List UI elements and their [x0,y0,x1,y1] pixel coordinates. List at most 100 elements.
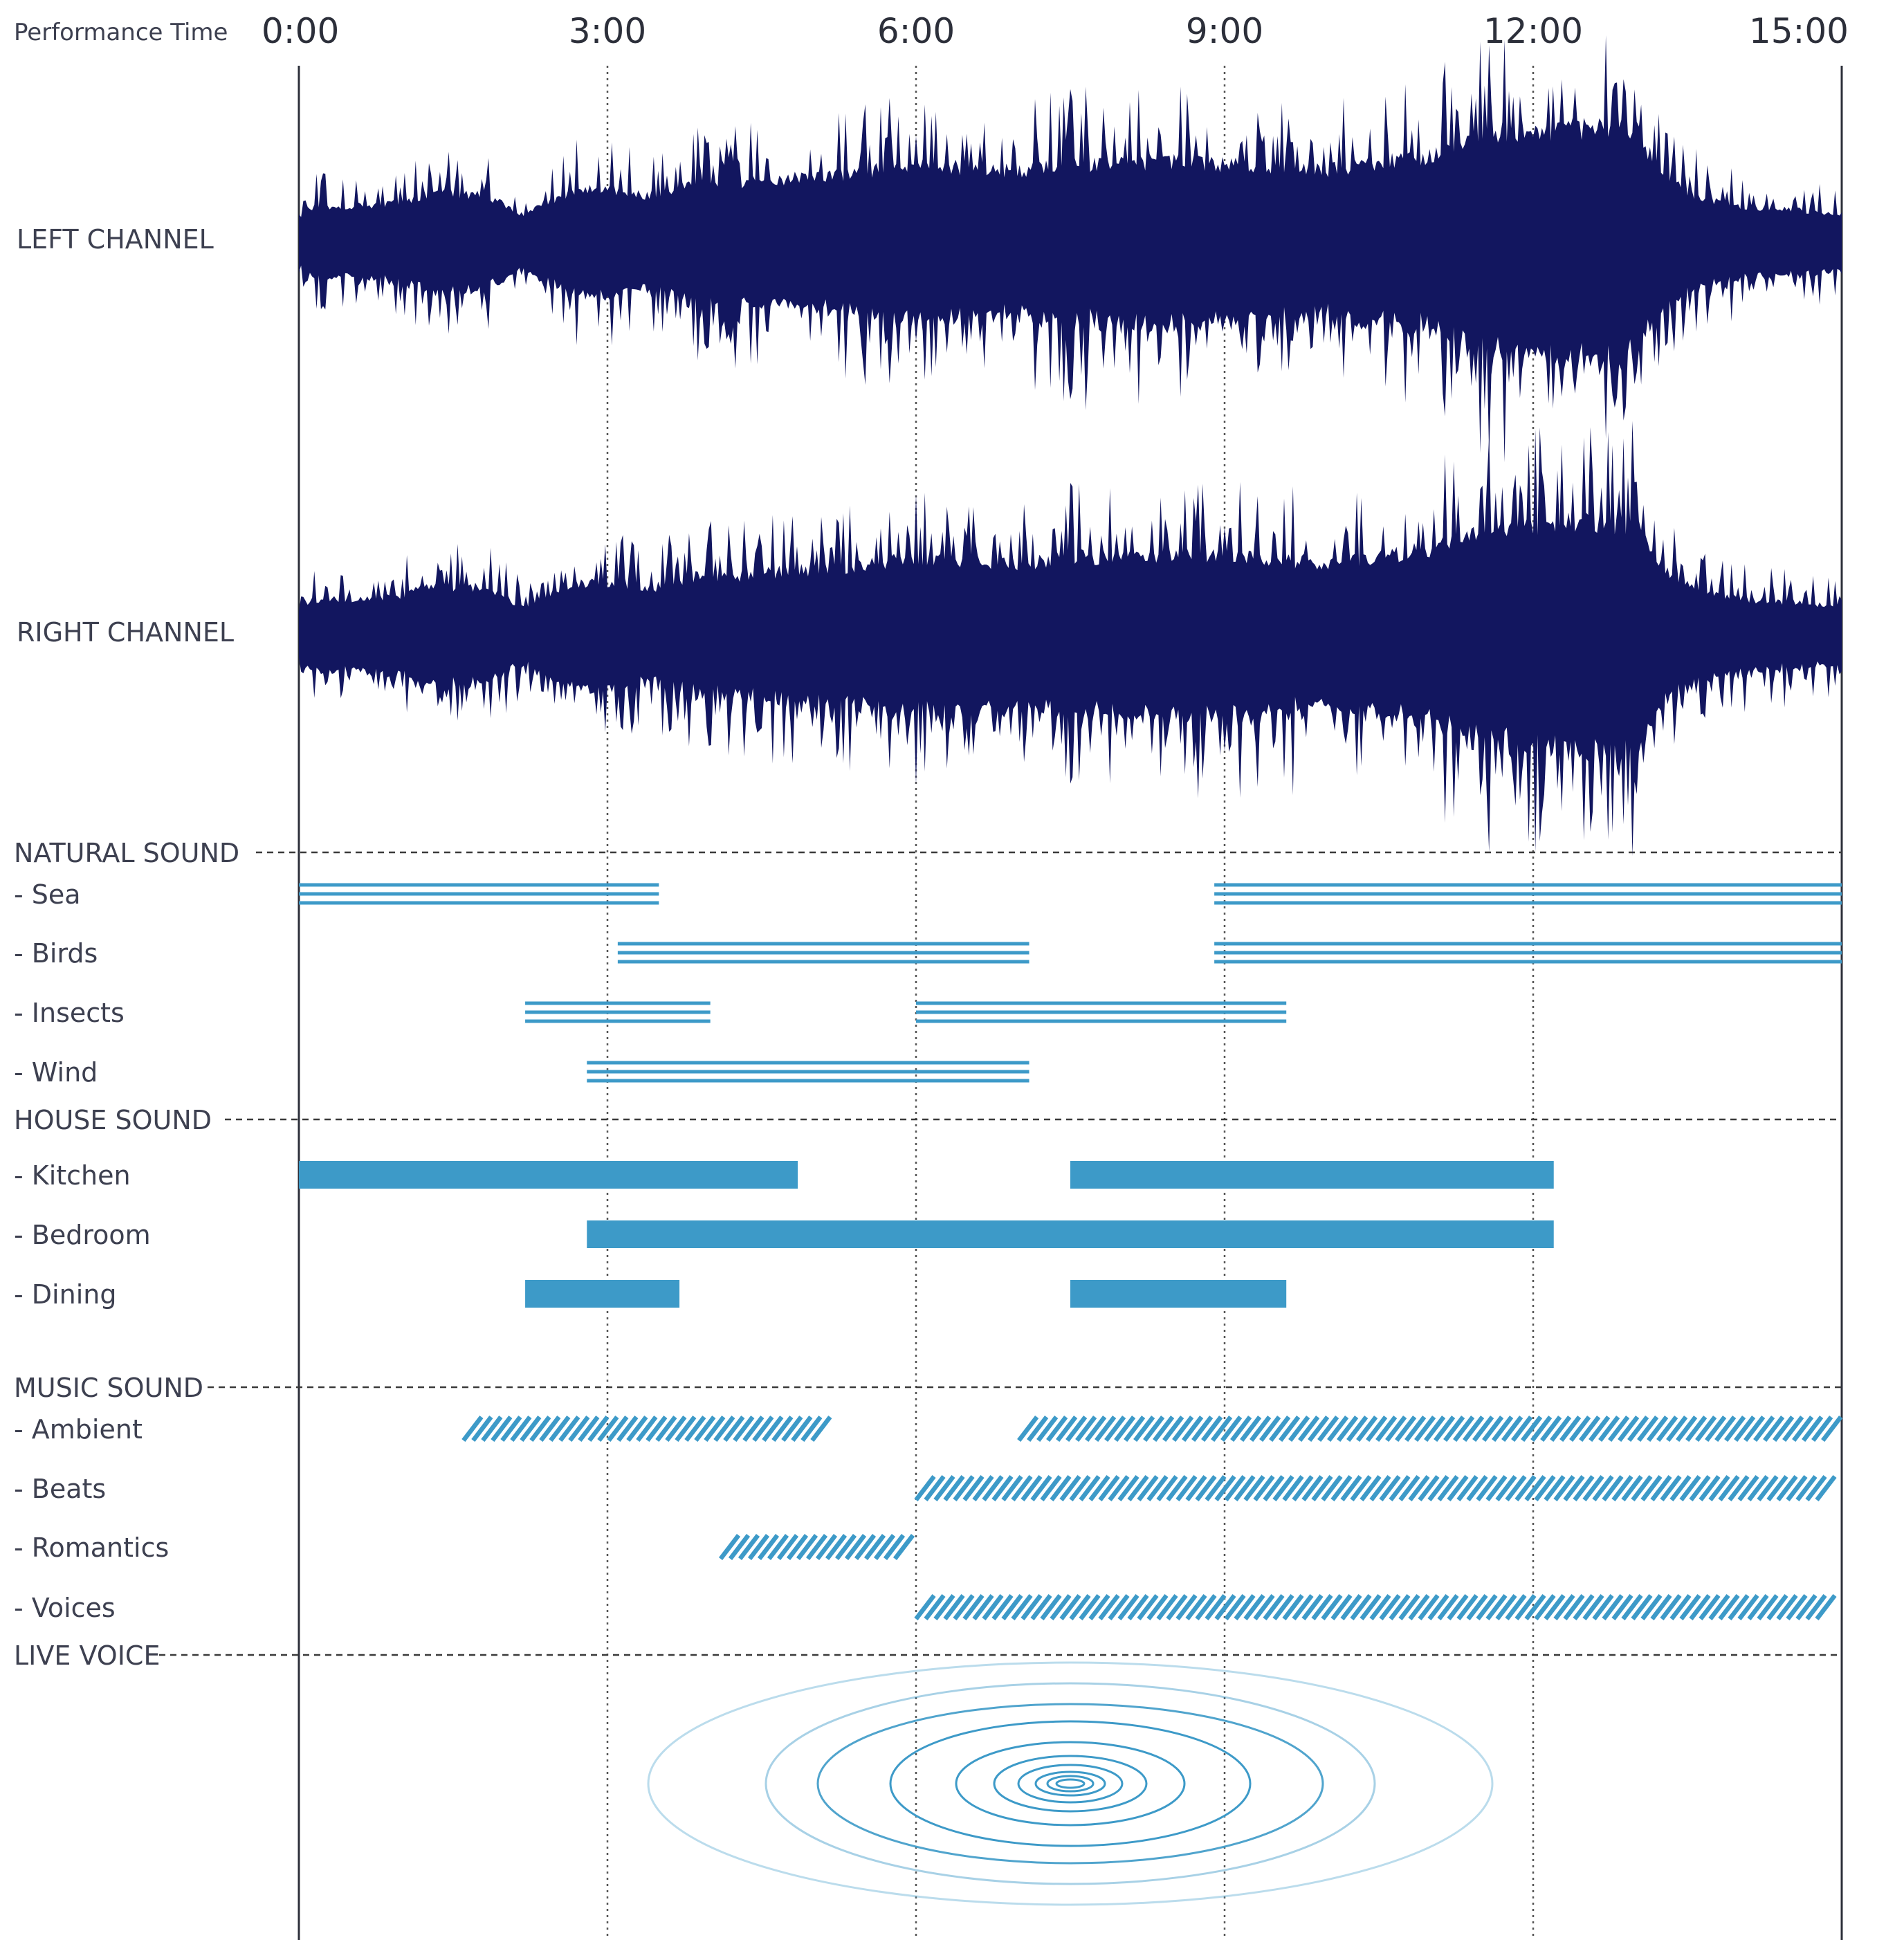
hatch-stroke [943,1475,965,1501]
hatch-stroke [1501,1416,1523,1442]
hatch-stroke [1463,1416,1485,1442]
hatch-stroke [1766,1475,1788,1501]
hatch-stroke [1075,1416,1097,1442]
hatch-stroke [1040,1594,1062,1620]
hatch-stroke [924,1594,946,1620]
hatch-stroke [883,1534,906,1560]
hatch-stroke [1369,1475,1391,1501]
hatch-stroke [1282,1594,1304,1620]
hatch-stroke [1288,1416,1310,1442]
track-segment [914,1475,1837,1501]
hatch-stroke [1350,1475,1372,1501]
group-label: HOUSE SOUND [14,1105,212,1135]
hatch-stroke [1185,1594,1207,1620]
track-label: - Dining [14,1279,116,1310]
hatch-stroke [597,1416,619,1442]
hatch-stroke [1631,1594,1653,1620]
track-label: - Bedroom [14,1220,151,1250]
track-segment [916,1019,1287,1023]
hatch-stroke [1088,1594,1110,1620]
hatch-stroke [933,1475,955,1501]
hatch-stroke [800,1416,823,1442]
hatch-stroke [757,1534,780,1560]
hatch-stroke [1330,1594,1353,1620]
hatch-stroke [1414,1416,1436,1442]
hatch-stroke [873,1534,896,1560]
left-channel-waveform [299,35,1842,463]
hatch-stroke [1495,1475,1517,1501]
hatch-stroke [1098,1594,1120,1620]
hatch-stroke [636,1416,658,1442]
hatch-stroke [1699,1475,1721,1501]
track-segment [525,1010,711,1014]
track-label: - Kitchen [14,1160,131,1191]
hatch-stroke [616,1416,639,1442]
hatch-stroke [694,1416,716,1442]
ripple-ring [955,1741,1186,1827]
hatch-stroke [1085,1416,1107,1442]
hatch-stroke [1569,1416,1591,1442]
hatch-stroke [1279,1416,1301,1442]
hatch-stroke [1631,1475,1653,1501]
hatch-stroke [1234,1594,1256,1620]
hatch-stroke [1734,1416,1756,1442]
hatch-stroke [646,1416,668,1442]
hatch-stroke [1453,1416,1475,1442]
hatch-stroke [1602,1475,1624,1501]
ripple-ring [993,1755,1148,1813]
hatch-stroke [578,1416,600,1442]
hatch-stroke [1640,1594,1663,1620]
hatch-stroke [1166,1475,1188,1501]
hatch-stroke [1301,1475,1324,1501]
hatch-stroke [747,1534,770,1560]
hatch-stroke [1773,1416,1795,1442]
hatch-stroke [1611,1475,1633,1501]
hatch-stroke [1017,1416,1039,1442]
x-tick-label: 9:00 [1186,11,1263,51]
hatch-stroke [1211,1416,1233,1442]
hatch-stroke [1714,1416,1737,1442]
hatch-stroke [1456,1475,1479,1501]
track-segment [299,1161,798,1189]
hatch-stroke [776,1534,799,1560]
hatch-stroke [1608,1416,1630,1442]
group-label: NATURAL SOUND [14,838,239,868]
hatch-stroke [1647,1416,1669,1442]
hatch-stroke [1679,1475,1701,1501]
hatch-stroke [1156,1475,1178,1501]
hatch-stroke [675,1416,697,1442]
hatch-stroke [1143,1416,1165,1442]
hatch-stroke [1311,1594,1333,1620]
hatch-stroke [1485,1475,1508,1501]
hatch-stroke [1350,1594,1372,1620]
hatch-stroke [1747,1594,1769,1620]
hatch-stroke [1660,1594,1682,1620]
hatch-stroke [1805,1594,1827,1620]
hatch-stroke [1137,1594,1159,1620]
hatch-stroke [1805,1475,1827,1501]
hatch-stroke [1389,1475,1411,1501]
hatch-stroke [1205,1594,1227,1620]
hatch-stroke [1259,1416,1281,1442]
hatch-stroke [1146,1594,1169,1620]
hatch-stroke [1708,1594,1730,1620]
hatch-stroke [1434,1416,1456,1442]
hatch-stroke [1699,1594,1721,1620]
hatch-stroke [1598,1416,1620,1442]
x-tick-label: 12:00 [1483,11,1583,51]
hatch-stroke [1340,1475,1362,1501]
track-label: - Wind [14,1057,98,1088]
track-segment [914,1594,1837,1620]
hatch-stroke [1786,1475,1808,1501]
hatch-stroke [1757,1594,1779,1620]
hatch-stroke [1263,1475,1285,1501]
hatch-stroke [1065,1416,1088,1442]
hatch-stroke [1395,1416,1417,1442]
live-voice-ripple [647,1661,1494,1906]
hatch-stroke [933,1594,955,1620]
hatch-stroke [1437,1475,1459,1501]
hatch-stroke [1476,1594,1498,1620]
hatch-stroke [1330,1475,1353,1501]
hatch-stroke [1650,1594,1672,1620]
hatch-stroke [665,1416,687,1442]
